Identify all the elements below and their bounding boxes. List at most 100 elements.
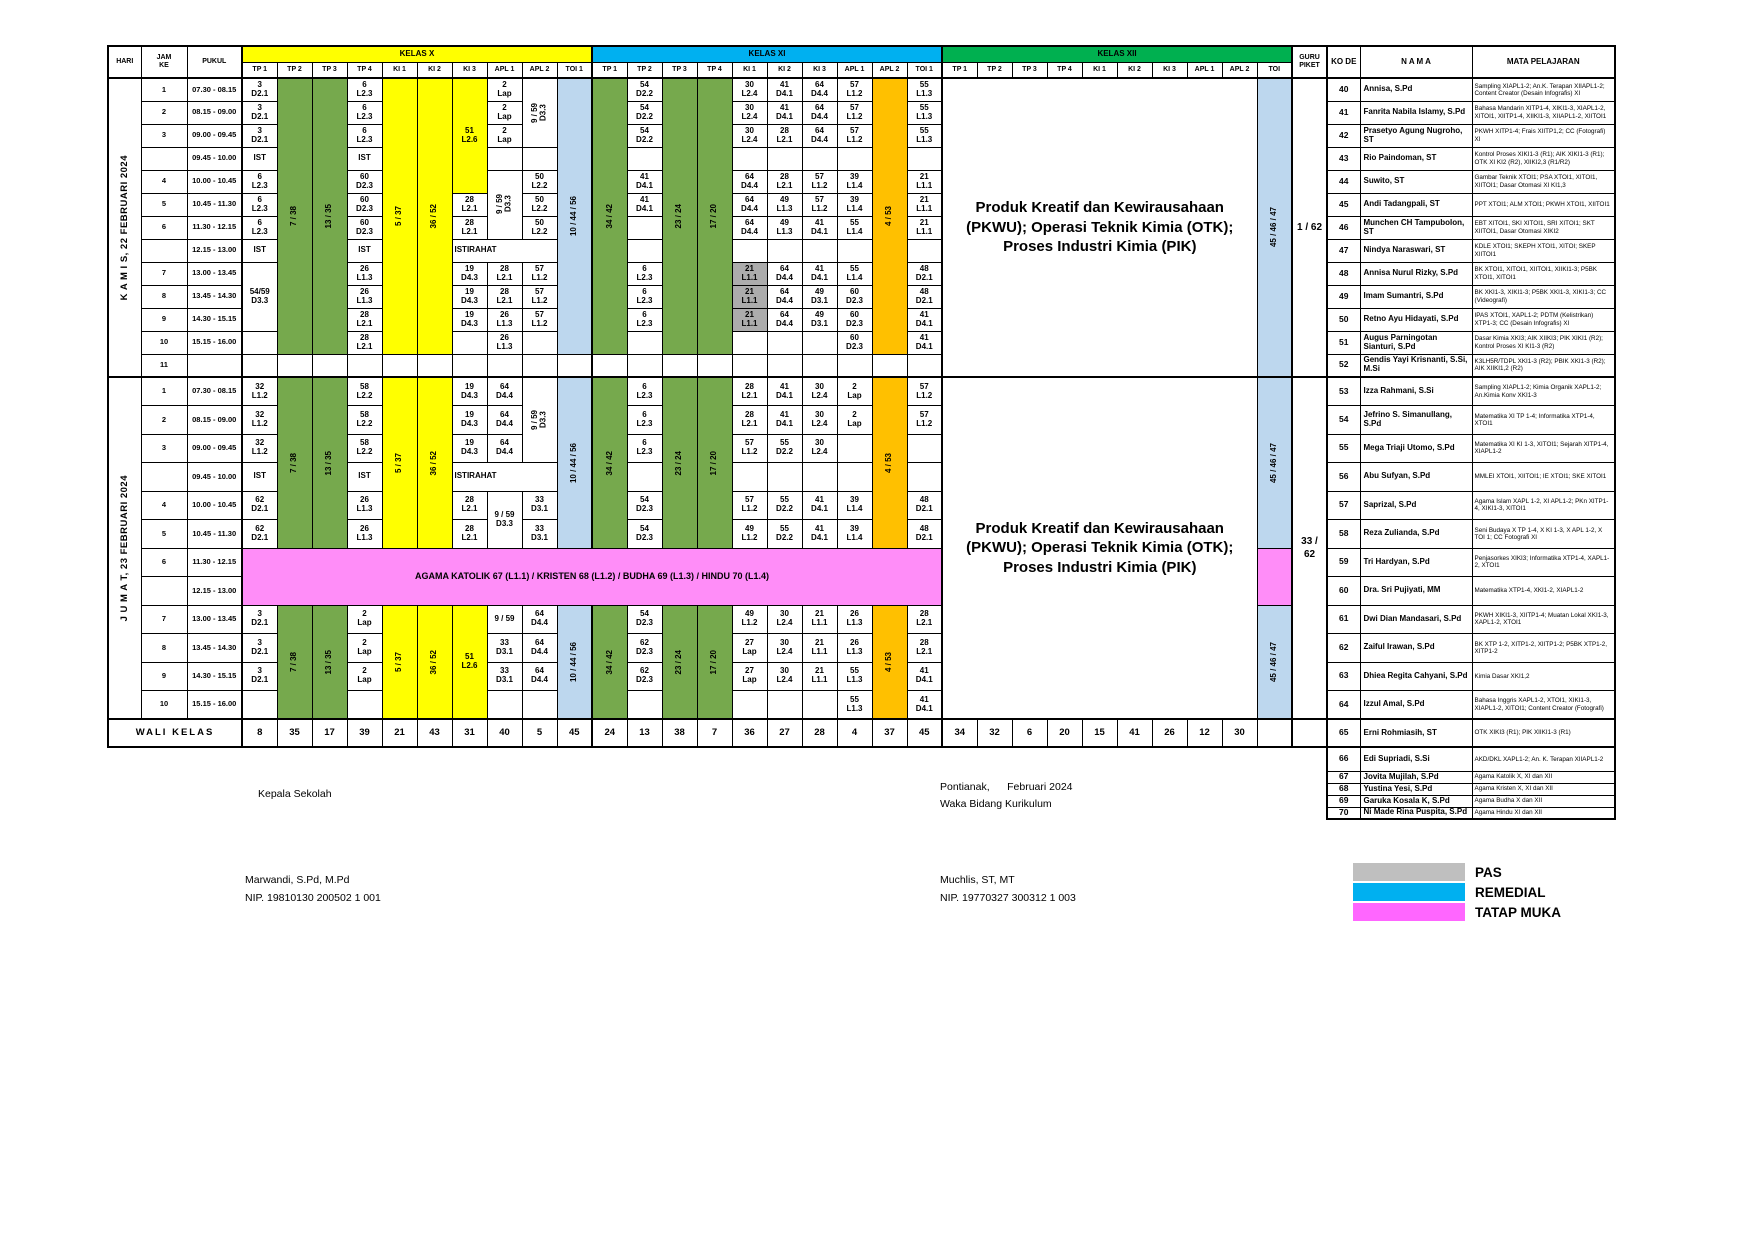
teacher-name: Izzul Amal, S.Pd (1359, 690, 1473, 720)
schedule-cell: 64 D4.4 (731, 192, 768, 217)
schedule-cell: 2 Lap (346, 633, 383, 663)
schedule-cell (626, 330, 663, 355)
schedule-cell: 49 D3.1 (801, 307, 838, 332)
schedule-cell: 21 (381, 718, 418, 748)
schedule-cell: APL 1 (1186, 61, 1223, 79)
schedule-cell: 41 D4.1 (626, 169, 663, 194)
schedule-cell: 50 L2.2 (521, 215, 558, 240)
schedule-cell: 26 L1.3 (836, 604, 873, 634)
schedule-cell: KI 2 (1116, 61, 1153, 79)
schedule-cell: 19 D4.3 (451, 261, 488, 286)
teacher-name: Saprizal, S.Pd (1359, 490, 1473, 520)
schedule-cell: 57 L1.2 (836, 100, 873, 125)
schedule-cell: 64 D4.4 (521, 661, 558, 691)
schedule-cell (521, 353, 558, 378)
schedule-cell: 13.00 - 13.45 (186, 604, 243, 634)
schedule-cell: TP 4 (346, 61, 383, 79)
schedule-cell (451, 353, 488, 378)
teacher-name: Rio Paindoman, ST (1359, 146, 1473, 171)
schedule-cell: 9 / 59 D3.3 (521, 376, 558, 463)
teacher-subject: Agama Hindu XI dan XII (1471, 806, 1616, 820)
legend-swatch-pas (1353, 863, 1465, 881)
schedule-cell (486, 353, 523, 378)
teacher-name: Andi Tadangpali, ST (1359, 192, 1473, 217)
schedule-cell: 26 L1.3 (346, 490, 383, 520)
schedule-cell (276, 353, 313, 378)
schedule-cell: 4 / 53 (871, 604, 908, 720)
legend-item: REMEDIAL (1353, 882, 1561, 902)
schedule-cell: 5 / 37 (381, 77, 418, 355)
schedule-cell: 41 D4.1 (801, 215, 838, 240)
schedule-cell: 45 (556, 718, 593, 748)
schedule-cell: 30 (1221, 718, 1258, 748)
schedule-cell: 26 L1.3 (346, 284, 383, 309)
schedule-cell: 64 D4.4 (486, 376, 523, 406)
schedule-cell: 2 Lap (486, 100, 523, 125)
teacher-subject: AKD/DKL XAPL1-2; An. K. Terapan XIIAPL1-… (1471, 746, 1616, 772)
schedule-cell (241, 353, 278, 378)
schedule-cell: 2 Lap (486, 123, 523, 148)
teacher-code: 68 (1326, 782, 1361, 796)
schedule-cell: 21 L1.1 (731, 307, 768, 332)
schedule-cell: 10.00 - 10.45 (186, 169, 243, 194)
header-hari: HARI (107, 45, 142, 79)
schedule-cell: 10.00 - 10.45 (186, 490, 243, 520)
schedule-cell: 64 D4.4 (766, 261, 803, 286)
schedule-cell: 28 L2.1 (906, 633, 943, 663)
schedule-cell: 55 L1.3 (906, 100, 943, 125)
schedule-cell: 54 D2.2 (626, 123, 663, 148)
schedule-cell: 41 D4.1 (906, 661, 943, 691)
schedule-cell (766, 462, 803, 492)
teacher-subject: BK XTP 1-2, XITP1-2, XIITP1-2; P5BK XTP1… (1471, 633, 1616, 663)
schedule-cell: 41 D4.1 (626, 192, 663, 217)
schedule-cell: 28 (801, 718, 838, 748)
teacher-name: Prasetyo Agung Nugroho, ST (1359, 123, 1473, 148)
schedule-cell: 30 L2.4 (766, 633, 803, 663)
schedule-cell: 12 (1186, 718, 1223, 748)
schedule-cell (346, 690, 383, 720)
schedule-cell (906, 462, 943, 492)
schedule-cell (626, 146, 663, 171)
schedule-cell: 6 L2.3 (346, 77, 383, 102)
schedule-cell (626, 353, 663, 378)
teacher-name: Jefrino S. Simanullang, S.Pd (1359, 405, 1473, 435)
schedule-cell: TOI 1 (906, 61, 943, 79)
schedule-cell: 9 / 59 D3.3 (486, 169, 523, 240)
schedule-cell (1256, 547, 1293, 606)
schedule-cell (801, 330, 838, 355)
schedule-cell (836, 433, 873, 463)
schedule-cell: 50 L2.2 (521, 169, 558, 194)
schedule-cell: 54/59 D3.3 (241, 261, 278, 332)
schedule-cell (1256, 718, 1293, 748)
schedule-cell: 45 / 46 / 47 (1256, 376, 1293, 549)
schedule-cell: 58 L2.2 (346, 433, 383, 463)
schedule-cell: 60 D2.3 (836, 330, 873, 355)
header-jam-ke: JAM KE (140, 45, 188, 79)
schedule-cell: 55 L1.3 (906, 123, 943, 148)
schedule-cell: 15.15 - 16.00 (186, 690, 243, 720)
schedule-cell: 26 L1.3 (346, 519, 383, 549)
schedule-cell: 6 L2.3 (626, 433, 663, 463)
teacher-code: 61 (1326, 604, 1361, 634)
schedule-cell: 21 L1.1 (731, 261, 768, 286)
teacher-name: Garuka Kosala K, S.Pd (1359, 794, 1473, 808)
schedule-cell: 3 D2.1 (241, 633, 278, 663)
schedule-cell: 41 D4.1 (906, 690, 943, 720)
schedule-cell: 5 (521, 718, 558, 748)
schedule-cell: 30 L2.4 (801, 433, 838, 463)
schedule-cell: 6 (1011, 718, 1048, 748)
schedule-cell: KI 2 (416, 61, 453, 79)
teacher-code: 46 (1326, 215, 1361, 240)
teacher-code: 58 (1326, 519, 1361, 549)
schedule-cell: 41 D4.1 (766, 376, 803, 406)
schedule-cell: KI 1 (1081, 61, 1118, 79)
teacher-code: 62 (1326, 633, 1361, 663)
schedule-cell: 12.15 - 13.00 (186, 238, 243, 263)
schedule-cell: 3 D2.1 (241, 77, 278, 102)
schedule-cell (871, 353, 908, 378)
teacher-code: 43 (1326, 146, 1361, 171)
schedule-cell: 64 D4.4 (766, 307, 803, 332)
teacher-subject: EBT XITOI1, SKI XITOI1, SRI XITOI1; SKT … (1471, 215, 1616, 240)
teacher-subject: BK XTOI1, XITOI1, XIITOI1, XIIKI1-3; P5B… (1471, 261, 1616, 286)
